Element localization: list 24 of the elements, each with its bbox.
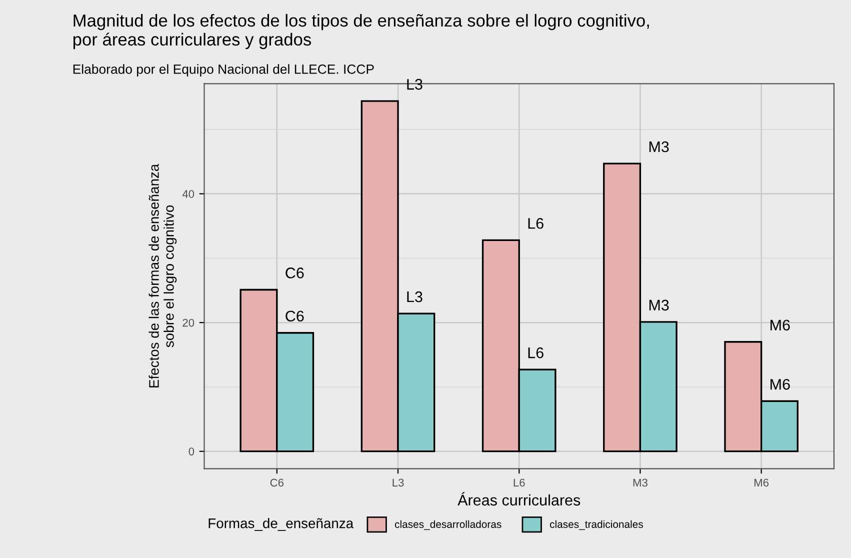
annotation: L6	[528, 218, 544, 229]
annotation: L6	[528, 347, 544, 358]
y-tick-label: 20	[182, 318, 194, 327]
annotation: C6	[286, 310, 304, 322]
chart-title: Magnitud de los efectos de los tipos de enseñanza sobre el logro cognitivo, por áreas curriculares y grados	[73, 14, 649, 50]
x-tick-label: M6	[754, 478, 769, 487]
x-tick-label: M3	[633, 478, 648, 487]
y-tick-label: 40	[182, 190, 194, 198]
x-tick-label: C6	[270, 478, 284, 487]
x-axis-title: Áreas curriculares	[458, 492, 580, 506]
y-tick-label: 0	[188, 448, 194, 456]
annotation: M6	[770, 320, 790, 331]
legend-title: Formas_de_enseñanza	[208, 518, 354, 531]
y-axis-title: Efectos de las formas de enseñanza sobre el logro cognitivo	[148, 164, 177, 388]
annotation: M3	[649, 141, 669, 152]
annotation: L3	[407, 291, 422, 302]
x-tick-label: L6	[514, 478, 525, 487]
chart-subtitle: Elaborado por el Equipo Nacional del LLECE. ICCP	[73, 64, 374, 76]
legend-label: clases_tradicionales	[550, 520, 643, 530]
annotation: M3	[649, 300, 669, 311]
x-tick-label: L3	[392, 478, 404, 487]
annotation: M6	[770, 378, 790, 390]
annotation: C6	[286, 268, 304, 278]
legend-label: clases_desarrolladoras	[394, 520, 502, 530]
